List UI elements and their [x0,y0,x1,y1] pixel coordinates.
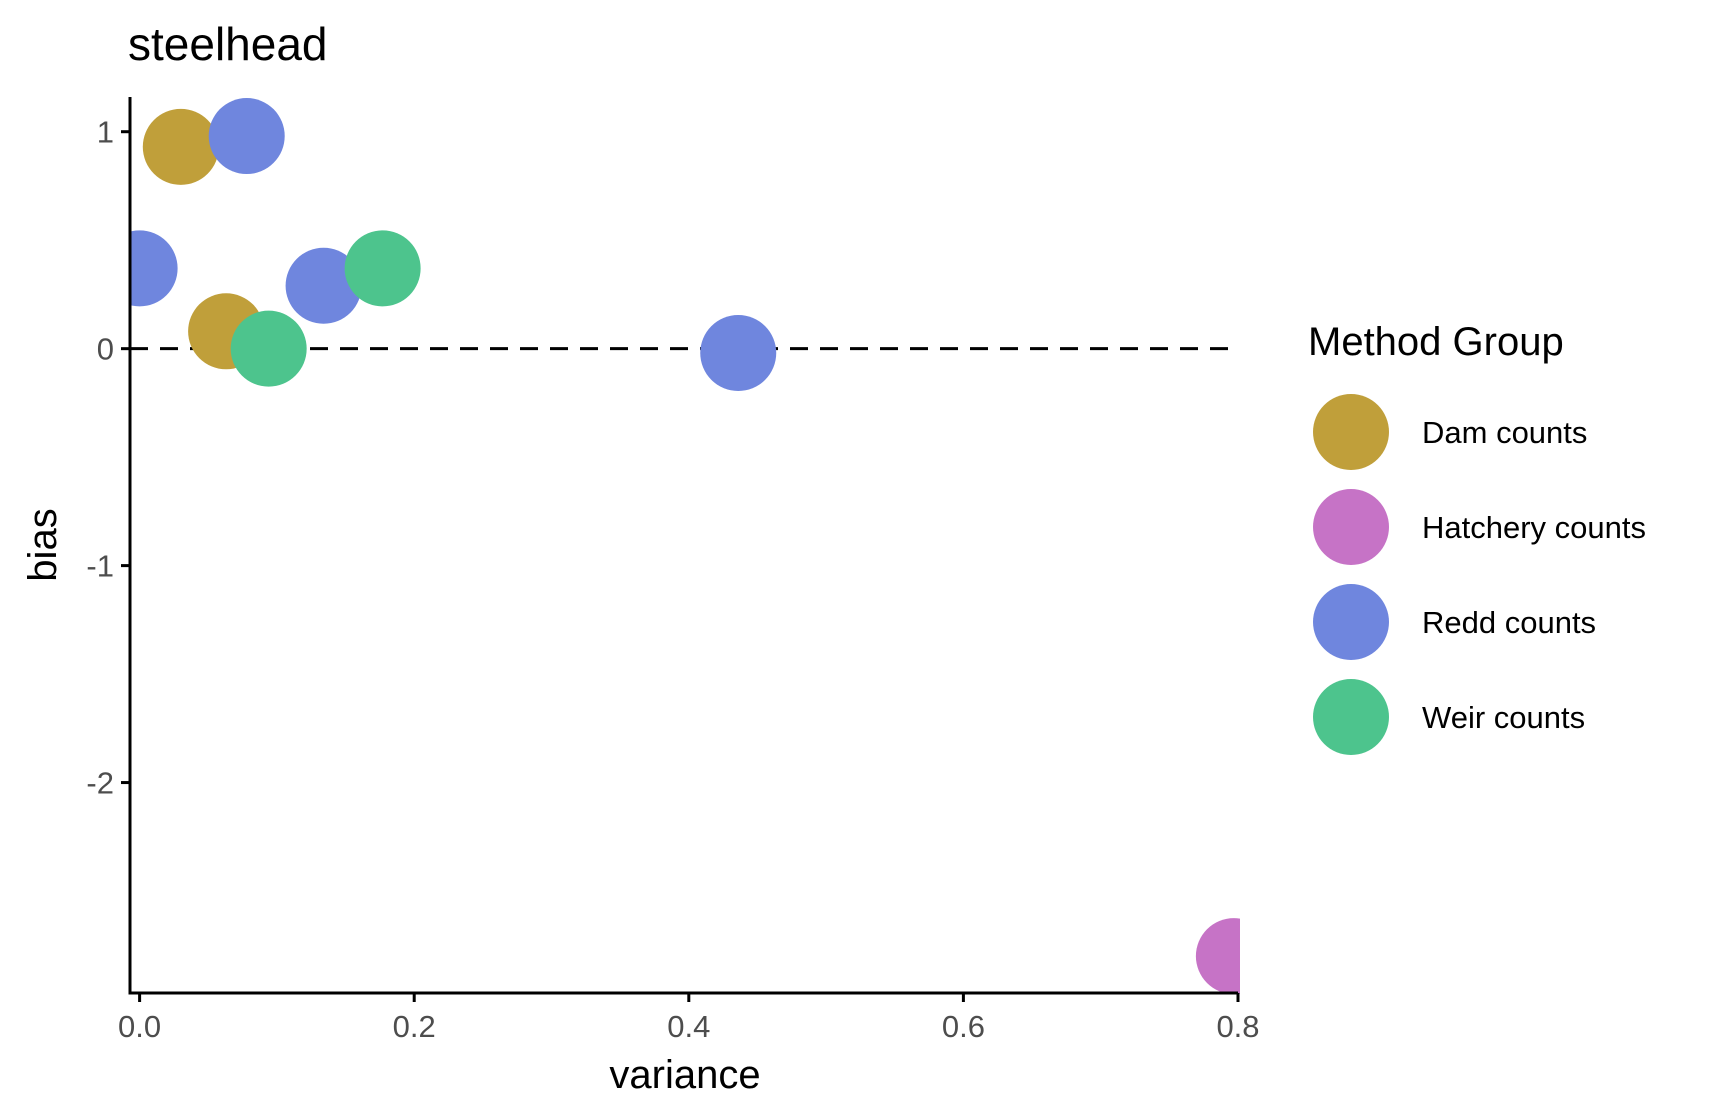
x-axis-title: variance [609,1053,760,1097]
chart-title: steelhead [128,18,328,70]
y-tick-label: 0 [97,332,114,367]
y-tick-label: -2 [86,766,114,801]
data-point-dam-counts [142,108,219,185]
y-axis-title: bias [21,508,65,581]
legend-label-hatchery-counts: Hatchery counts [1422,510,1646,545]
legend: Method Group Dam counts Hatchery counts Re… [1308,320,1646,755]
y-tick-label: 1 [97,115,114,150]
legend-key-redd-counts [1313,584,1389,660]
legend-label-redd-counts: Redd counts [1422,605,1596,640]
data-points [130,98,1240,995]
x-tick-label: 0.8 [1216,1009,1259,1044]
legend-label-weir-counts: Weir counts [1422,700,1585,735]
data-point-redd-counts [208,98,285,175]
data-point-redd-counts [130,230,178,307]
data-point-weir-counts [344,230,421,307]
data-point-weir-counts [230,310,307,387]
x-tick-label: 0.6 [942,1009,985,1044]
legend-key-hatchery-counts [1313,489,1389,565]
data-point-redd-counts [700,315,777,391]
y-axis-ticks: 1 0 -1 -2 [86,115,130,801]
legend-label-dam-counts: Dam counts [1422,415,1587,450]
legend-key-weir-counts [1313,679,1389,755]
legend-key-dam-counts [1313,394,1389,470]
data-point-redd-counts [285,247,362,324]
x-axis-ticks: 0.0 0.2 0.4 0.6 0.8 [118,993,1260,1044]
x-tick-label: 0.2 [393,1009,436,1044]
x-tick-label: 0.0 [118,1009,161,1044]
x-tick-label: 0.4 [667,1009,710,1044]
legend-title: Method Group [1308,320,1564,364]
y-tick-label: -1 [86,549,114,584]
data-point-hatchery-counts [1195,918,1240,995]
